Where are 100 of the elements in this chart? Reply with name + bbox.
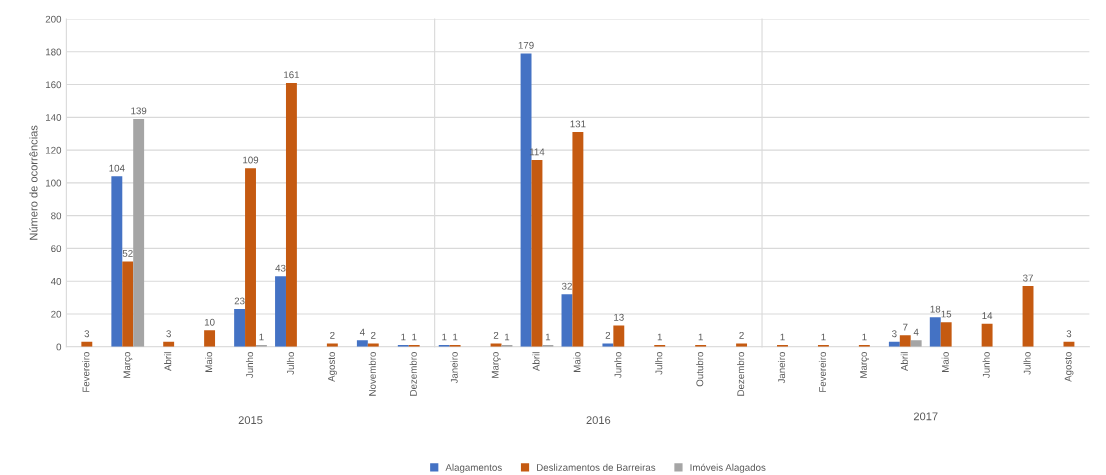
bar	[940, 322, 952, 347]
x-tick-label: Maio	[205, 352, 213, 372]
bar	[561, 294, 573, 347]
bar	[245, 168, 256, 347]
data-label: 1	[504, 333, 510, 341]
data-label: 1	[698, 333, 703, 341]
data-label: 1	[657, 333, 662, 341]
legend-label: Alagamentos	[445, 463, 502, 473]
data-label: 37	[1022, 274, 1033, 282]
x-tick-label: Abril	[532, 352, 540, 372]
x-tick-label: Março	[123, 352, 133, 378]
legend-label: Imóveis Alagados	[690, 463, 766, 473]
data-label: 4	[913, 328, 919, 336]
y-tick-label: 200	[45, 15, 62, 23]
y-tick-label: 20	[51, 310, 62, 318]
data-label: 43	[275, 264, 286, 272]
data-label: 2	[493, 331, 499, 339]
bar	[613, 325, 625, 347]
data-label: 7	[903, 323, 908, 331]
bar	[981, 323, 993, 347]
data-label: 52	[122, 249, 133, 257]
bar	[899, 335, 911, 347]
x-tick-label: Maio	[941, 352, 949, 372]
data-label: 1	[442, 333, 447, 341]
bar	[1022, 286, 1034, 347]
data-label: 13	[614, 313, 624, 321]
data-label: 2	[371, 331, 376, 339]
x-tick-label: Março	[860, 352, 869, 378]
x-tick-label: Agosto	[328, 352, 337, 382]
bar	[910, 340, 922, 347]
data-label: 161	[284, 71, 300, 79]
data-label: 1	[545, 333, 551, 341]
y-tick-label: 160	[46, 81, 62, 89]
x-tick-label: Fevereiro	[818, 352, 827, 392]
x-tick-label: Abril	[164, 352, 172, 372]
y-tick-label: 120	[46, 146, 62, 154]
x-tick-label: Abril	[900, 352, 908, 372]
x-tick-label: Outubro	[696, 352, 704, 387]
x-tick-label: Junho	[245, 352, 254, 378]
bar	[326, 343, 338, 347]
x-tick-label: Fevereiro	[82, 352, 90, 392]
bar	[111, 176, 123, 347]
data-label: 1	[401, 333, 406, 341]
y-axis-title: Número de ocorrências	[29, 125, 38, 240]
data-label: 3	[892, 330, 897, 338]
data-label: 1	[862, 333, 867, 341]
bar	[356, 340, 368, 347]
bar	[736, 343, 748, 347]
x-axis-title: 2016	[586, 416, 611, 425]
x-tick-label: Julho	[655, 352, 663, 375]
x-tick-label: Junho	[614, 352, 622, 378]
x-tick-label: Julho	[1023, 352, 1031, 375]
data-label: 2	[605, 331, 611, 339]
data-label: 4	[359, 328, 365, 336]
bar	[520, 53, 532, 347]
x-axis-title: 2015	[238, 416, 263, 425]
bar	[572, 132, 584, 347]
x-tick-label: Novembro	[368, 352, 376, 396]
y-tick-label: 100	[46, 179, 62, 187]
bar	[367, 343, 379, 347]
bar	[285, 82, 297, 347]
bar	[602, 343, 614, 347]
data-label: 3	[1066, 330, 1072, 338]
y-tick-label: 80	[51, 212, 62, 220]
y-tick-label: 60	[51, 245, 62, 253]
bar	[929, 317, 941, 347]
data-label: 104	[109, 164, 125, 172]
x-tick-label: Janeiro	[450, 352, 458, 384]
data-label: 179	[518, 41, 534, 49]
data-label: 1	[780, 333, 785, 341]
y-tick-label: 140	[46, 114, 62, 121]
bar	[122, 261, 134, 347]
data-label: 1	[453, 333, 458, 341]
y-tick-label: 0	[56, 343, 62, 351]
bar	[531, 159, 543, 347]
bar	[204, 330, 216, 347]
x-tick-label: Janeiro	[777, 352, 786, 384]
x-axis-title: 2017	[913, 412, 938, 421]
data-label: 32	[561, 282, 572, 290]
data-label: 1	[259, 333, 264, 341]
x-tick-label: Março	[491, 352, 501, 378]
data-label: 1	[412, 333, 417, 341]
data-label: 109	[243, 156, 259, 164]
x-tick-label: Dezembro	[409, 352, 417, 396]
x-tick-label: Maio	[573, 352, 581, 372]
data-label: 14	[982, 312, 993, 320]
x-tick-label: Agosto	[1064, 352, 1074, 382]
y-tick-label: 40	[50, 277, 62, 285]
bar	[133, 118, 145, 347]
data-label: 23	[234, 297, 245, 305]
data-label: 139	[131, 107, 147, 115]
data-label: 2	[739, 331, 744, 339]
data-label: 2	[330, 331, 335, 339]
y-tick-label: 180	[46, 48, 62, 56]
x-tick-label: Julho	[286, 352, 295, 375]
data-label: 3	[84, 330, 90, 338]
bar	[275, 276, 286, 347]
data-label: 131	[570, 120, 586, 128]
bar	[234, 309, 246, 347]
x-tick-label: Junho	[982, 352, 990, 378]
